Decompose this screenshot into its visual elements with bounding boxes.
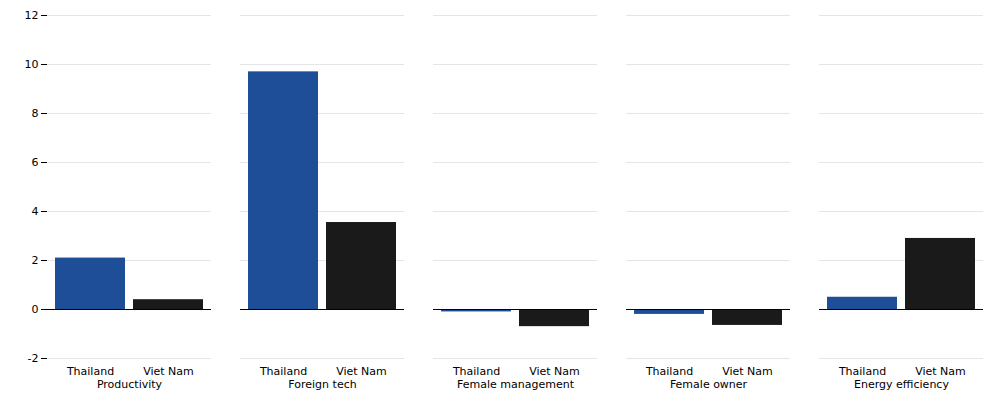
svg-text:Energy efficiency: Energy efficiency [854,378,949,391]
svg-text:Viet Nam: Viet Nam [336,365,387,378]
svg-text:10: 10 [25,58,39,71]
svg-text:Thailand: Thailand [66,365,114,378]
svg-text:0: 0 [32,303,39,316]
svg-text:Viet Nam: Viet Nam [722,365,773,378]
svg-text:6: 6 [32,156,39,169]
svg-text:4: 4 [32,205,39,218]
svg-text:Viet Nam: Viet Nam [529,365,580,378]
svg-text:Thailand: Thailand [259,365,307,378]
svg-text:Thailand: Thailand [838,365,886,378]
svg-text:Female owner: Female owner [670,378,748,391]
svg-text:12: 12 [25,9,39,22]
svg-text:Productivity: Productivity [97,378,163,391]
svg-text:2: 2 [32,254,39,267]
svg-text:Thailand: Thailand [645,365,693,378]
svg-text:Foreign tech: Foreign tech [288,378,356,391]
svg-text:Viet Nam: Viet Nam [915,365,966,378]
svg-text:Viet Nam: Viet Nam [143,365,194,378]
svg-text:Female management: Female management [457,378,575,391]
svg-text:Thailand: Thailand [452,365,500,378]
svg-text:8: 8 [32,107,39,120]
svg-text:-2: -2 [28,352,39,365]
